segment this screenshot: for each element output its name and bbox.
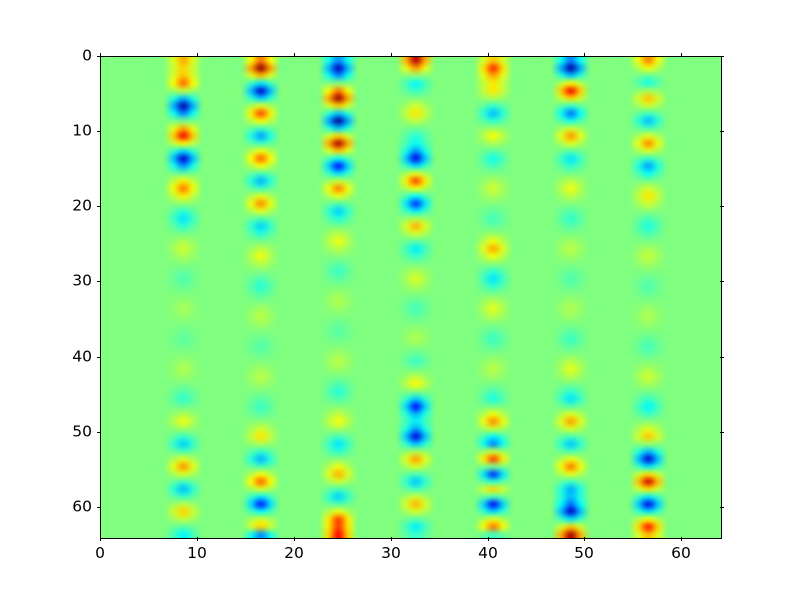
x-tick-bottom xyxy=(197,537,198,541)
y-tick-left xyxy=(97,432,101,433)
y-tick-right xyxy=(720,131,724,132)
x-tick-top xyxy=(488,53,489,57)
x-tick-bottom xyxy=(100,537,101,541)
y-tick-left xyxy=(97,56,101,57)
y-tick-right xyxy=(720,206,724,207)
y-tick-label: 60 xyxy=(72,497,92,516)
y-tick-label: 40 xyxy=(72,347,92,366)
x-tick-bottom xyxy=(391,537,392,541)
x-tick-label: 50 xyxy=(574,544,594,562)
x-tick-bottom xyxy=(584,537,585,541)
x-tick-top xyxy=(391,53,392,57)
x-tick-top xyxy=(584,53,585,57)
x-tick-top xyxy=(681,53,682,57)
y-tick-label: 10 xyxy=(72,121,92,140)
y-tick-left xyxy=(97,507,101,508)
x-tick-label: 40 xyxy=(478,544,498,562)
y-tick-right xyxy=(720,357,724,358)
y-tick-label: 20 xyxy=(72,196,92,215)
y-tick-right xyxy=(720,281,724,282)
y-tick-left xyxy=(97,281,101,282)
x-tick-top xyxy=(100,53,101,57)
y-tick-right xyxy=(720,507,724,508)
x-tick-top xyxy=(197,53,198,57)
heatmap-axes[interactable] xyxy=(100,56,722,539)
y-tick-right xyxy=(720,432,724,433)
y-tick-label: 50 xyxy=(72,422,92,441)
y-tick-left xyxy=(97,357,101,358)
y-tick-left xyxy=(97,206,101,207)
x-tick-label: 0 xyxy=(95,544,105,562)
x-tick-label: 60 xyxy=(671,544,691,562)
x-tick-label: 10 xyxy=(187,544,207,562)
y-tick-label: 0 xyxy=(82,46,92,65)
y-tick-left xyxy=(97,131,101,132)
x-tick-bottom xyxy=(294,537,295,541)
y-tick-label: 30 xyxy=(72,271,92,290)
x-tick-top xyxy=(294,53,295,57)
x-tick-label: 20 xyxy=(284,544,304,562)
x-tick-bottom xyxy=(681,537,682,541)
y-tick-right xyxy=(720,56,724,57)
x-tick-bottom xyxy=(488,537,489,541)
heatmap-image xyxy=(101,57,721,538)
x-tick-label: 30 xyxy=(381,544,401,562)
